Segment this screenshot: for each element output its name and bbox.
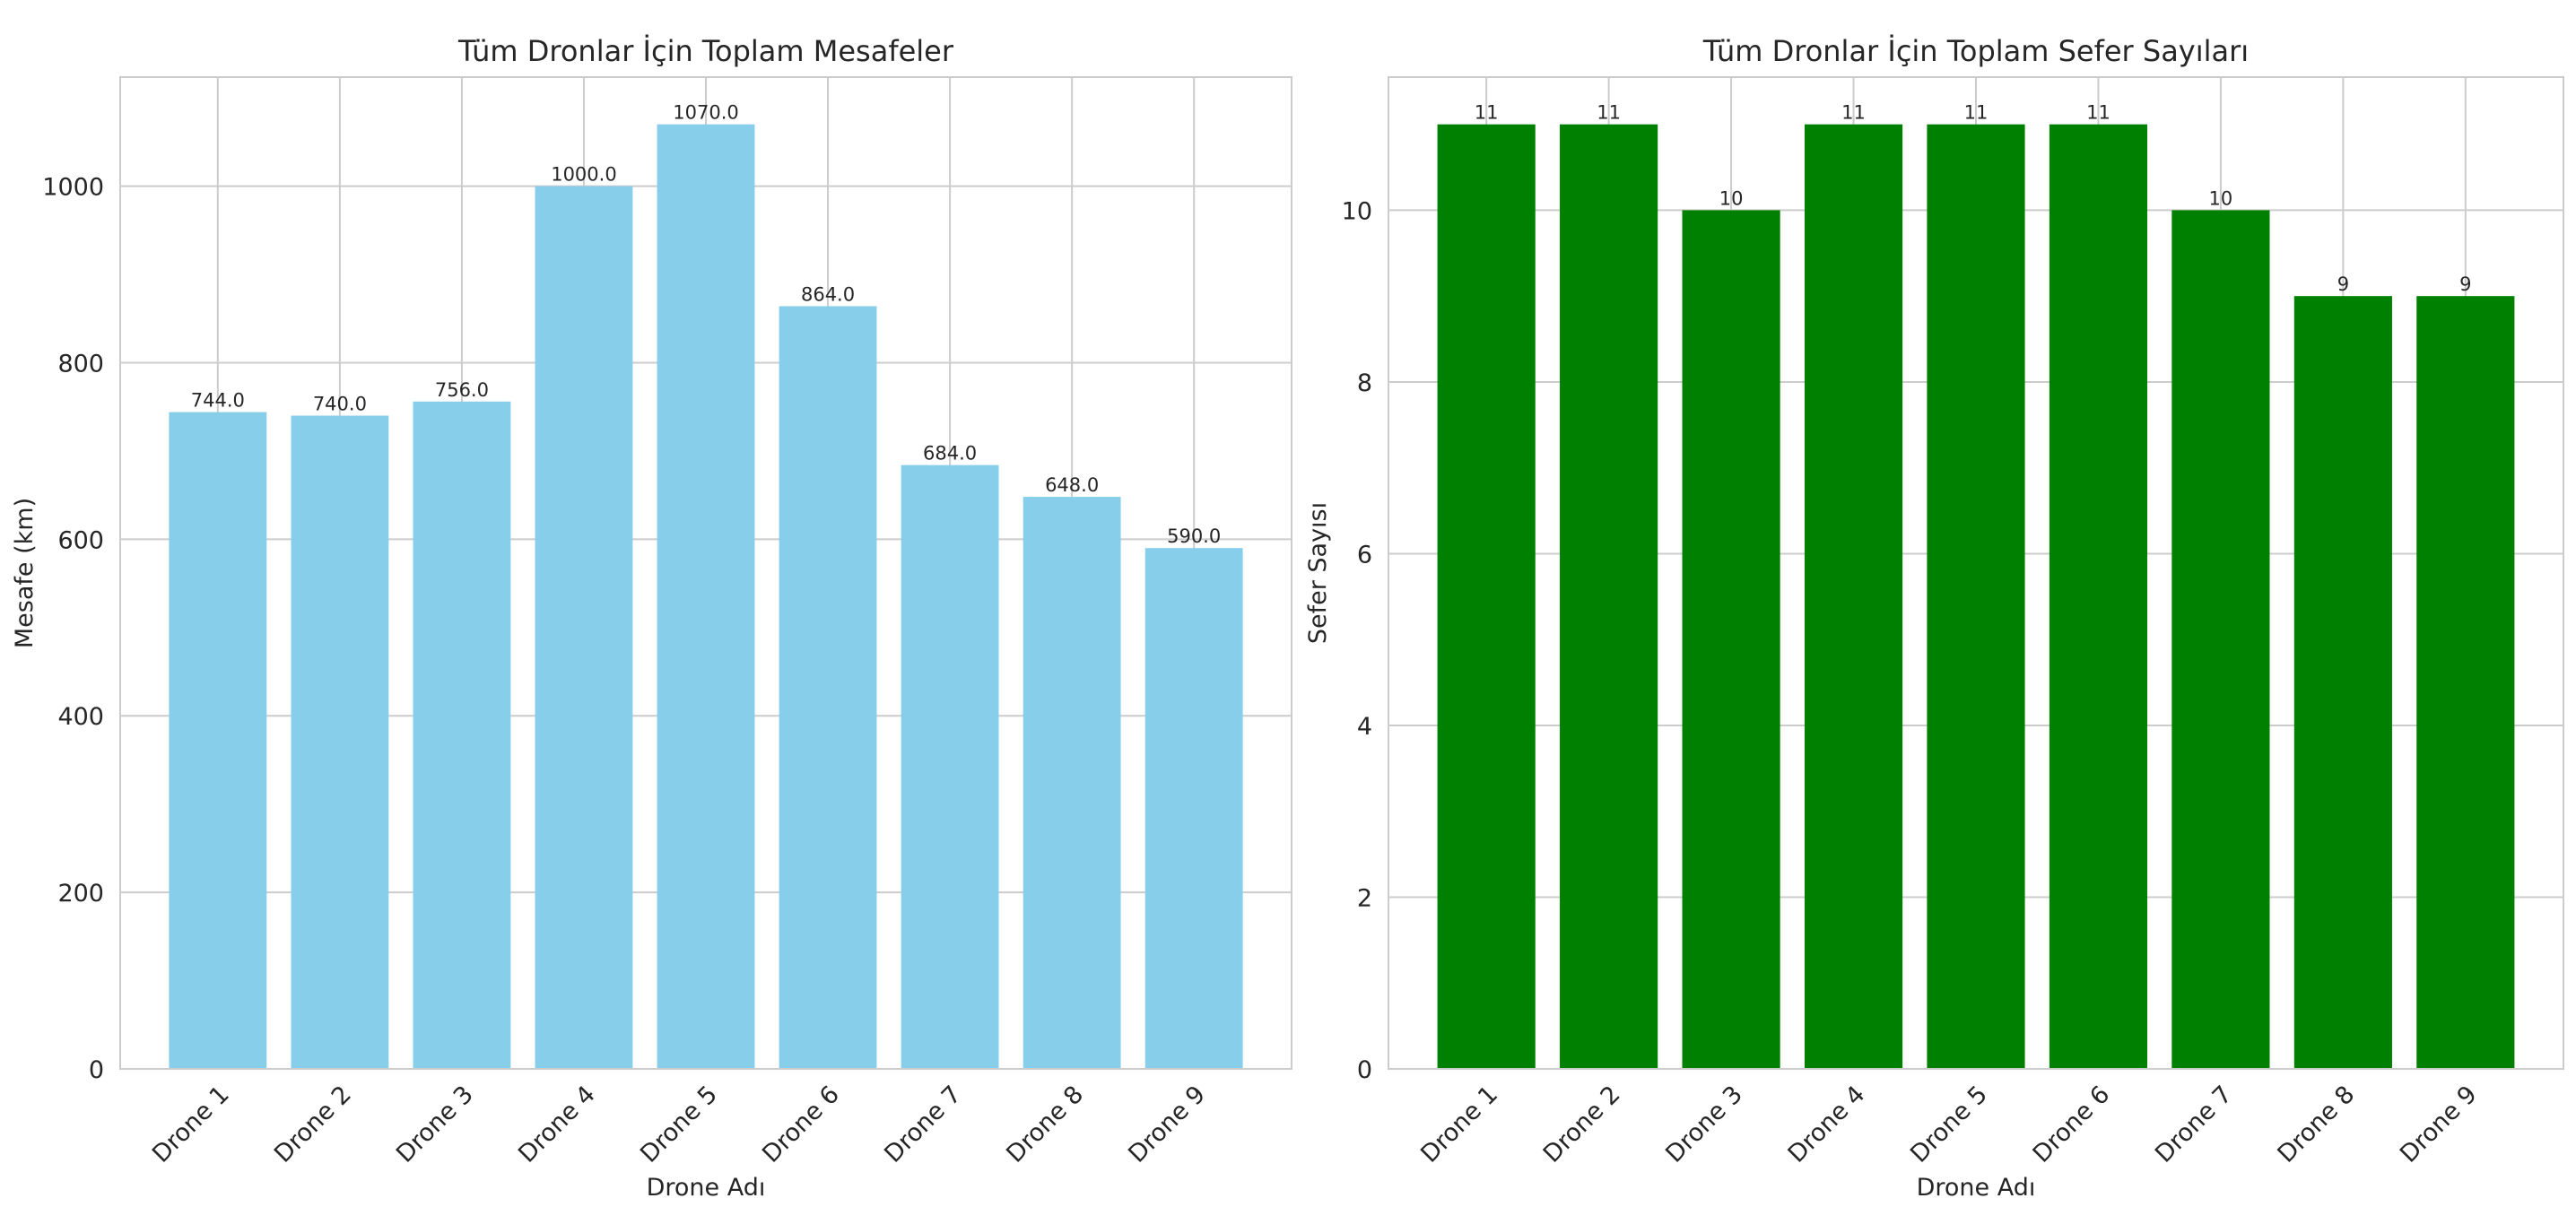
x-tick-label: Drone 3 — [391, 1081, 479, 1168]
x-tick-label: Drone 6 — [757, 1081, 845, 1168]
bar-value-label: 648.0 — [1045, 474, 1099, 496]
bar — [1927, 124, 2025, 1070]
y-tick-label: 1000 — [42, 174, 104, 202]
bar — [1437, 124, 1536, 1070]
bar — [657, 124, 755, 1070]
chart-title: Tüm Dronlar İçin Toplam Sefer Sayıları — [1702, 34, 2249, 68]
x-axis-label: Drone Adı — [1917, 1174, 2036, 1202]
bar — [2049, 124, 2148, 1070]
x-tick-label: Drone 7 — [879, 1081, 967, 1168]
y-tick-label: 0 — [1357, 1056, 1372, 1084]
x-tick-label: Drone 5 — [1905, 1081, 1993, 1168]
bar-value-label: 11 — [1475, 102, 1499, 124]
bar-value-label: 10 — [2209, 187, 2233, 209]
bar-value-label: 1070.0 — [673, 102, 738, 124]
x-tick-label: Drone 2 — [1538, 1081, 1626, 1168]
bar — [2416, 296, 2515, 1069]
x-tick-label: Drone 9 — [1123, 1081, 1211, 1168]
bar-value-label: 740.0 — [313, 394, 367, 415]
x-tick-label: Drone 3 — [1660, 1081, 1748, 1168]
x-tick-label: Drone 4 — [513, 1081, 601, 1168]
bar — [291, 415, 389, 1069]
bar-value-label: 1000.0 — [551, 164, 616, 186]
y-tick-label: 400 — [57, 703, 104, 731]
y-tick-label: 10 — [1342, 197, 1372, 225]
bar-value-label: 10 — [1719, 187, 1744, 209]
bar-value-label: 756.0 — [435, 379, 489, 401]
axes-frame — [119, 76, 1292, 1070]
trip-count-chart: 0 2 4 6 8 10 Drone 1 Drone 2 Drone 3 Drone 4 Drone… — [1304, 34, 2564, 1202]
bar-value-label: 11 — [1597, 102, 1621, 124]
bar — [2171, 210, 2270, 1069]
bar-value-label: 9 — [2459, 274, 2471, 295]
axes-frame — [1388, 76, 2564, 1070]
y-axis-label: Mesafe (km) — [11, 498, 39, 648]
bar — [2293, 296, 2392, 1069]
x-tick-label: Drone 2 — [269, 1081, 357, 1168]
bar-value-label: 11 — [1841, 102, 1866, 124]
chart-title: Tüm Dronlar İçin Toplam Mesafeler — [457, 34, 954, 68]
bar — [169, 412, 267, 1070]
bar — [535, 186, 633, 1070]
y-tick-label: 0 — [89, 1056, 104, 1084]
bar — [1023, 497, 1121, 1069]
bar — [1804, 124, 1903, 1070]
y-tick-label: 8 — [1357, 369, 1372, 397]
y-tick-label: 800 — [57, 350, 104, 378]
bar — [779, 306, 877, 1069]
bar — [1560, 124, 1658, 1070]
x-tick-label: Drone 1 — [147, 1081, 235, 1168]
distance-chart: 0 200 400 600 800 1000 Drone 1 Drone 2 Drone 3 Dr… — [11, 34, 1292, 1202]
y-tick-label: 2 — [1357, 884, 1372, 912]
x-tick-label: Drone 8 — [2273, 1081, 2361, 1168]
x-tick-label: Drone 4 — [1783, 1081, 1871, 1168]
x-tick-label: Drone 5 — [635, 1081, 723, 1168]
bar-value-label: 11 — [1964, 102, 1989, 124]
x-tick-label: Drone 7 — [2150, 1081, 2238, 1168]
bar-value-label: 590.0 — [1167, 525, 1221, 547]
x-tick-label: Drone 9 — [2395, 1081, 2483, 1168]
bar-value-label: 864.0 — [801, 283, 855, 305]
x-tick-label: Drone 8 — [1001, 1081, 1089, 1168]
y-tick-label: 200 — [57, 880, 104, 907]
x-tick-label: Drone 1 — [1415, 1081, 1503, 1168]
bar-value-label: 9 — [2337, 274, 2349, 295]
bar-value-label: 684.0 — [923, 443, 977, 465]
y-tick-label: 4 — [1357, 713, 1372, 741]
bar-value-label: 11 — [2086, 102, 2110, 124]
bar — [1682, 210, 1780, 1069]
bar — [413, 401, 511, 1069]
y-tick-label: 6 — [1357, 541, 1372, 569]
y-tick-label: 600 — [57, 526, 104, 554]
bar — [1144, 548, 1243, 1069]
bar — [901, 465, 999, 1069]
bar-value-label: 744.0 — [191, 390, 245, 412]
y-axis-label: Sefer Sayısı — [1304, 502, 1332, 644]
x-axis-label: Drone Adı — [647, 1174, 766, 1202]
x-tick-label: Drone 6 — [2028, 1081, 2116, 1168]
